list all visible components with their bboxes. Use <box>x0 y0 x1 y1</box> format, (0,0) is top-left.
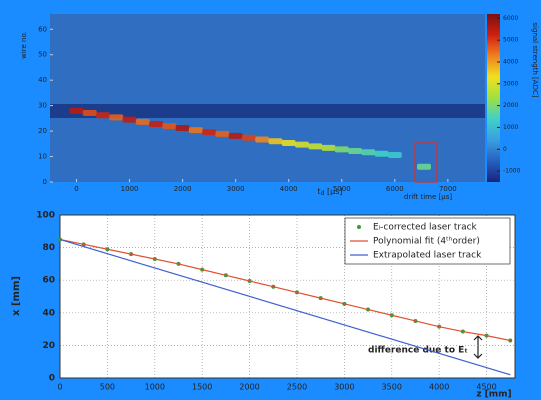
y-tick-label: 60 <box>42 276 55 286</box>
y-tick-label: 30 <box>38 102 47 110</box>
x-tick-label: 3500 <box>382 383 402 392</box>
y-tick-label: 100 <box>36 211 55 221</box>
heatmap-cell <box>348 148 362 154</box>
x-tick-label: 7000 <box>439 185 457 193</box>
y-tick-label: 0 <box>49 374 55 384</box>
page: wire no. td [µs] drift time [µs] signal … <box>0 0 541 400</box>
x-tick-label: 3000 <box>334 383 354 392</box>
x-tick-label: 2000 <box>174 185 192 193</box>
heatmap-cell <box>295 142 309 148</box>
colorbar-tick-label: 2000 <box>503 102 518 109</box>
x-tick-label: 5000 <box>333 185 351 193</box>
heatmap-cell <box>149 121 163 127</box>
x-tick-label: 1500 <box>192 383 212 392</box>
y-tick-label: 60 <box>38 25 47 33</box>
legend-label: Eₗ-corrected laser track <box>373 223 478 233</box>
x-tick-label: 4000 <box>280 185 298 193</box>
heatmap-cell <box>136 119 150 125</box>
heatmap-cell <box>229 133 243 139</box>
colorbar-label: signal strength [ADC] <box>531 22 539 97</box>
x-tick-label: 4500 <box>476 383 496 392</box>
heatmap-cell <box>176 125 190 131</box>
colorbar-tick-label: 3000 <box>503 80 518 87</box>
colorbar-tick-label: 6000 <box>503 15 518 22</box>
x-axis-label: drift time [µs] <box>404 193 452 201</box>
heatmap-cell <box>335 146 349 152</box>
x-tick-label: 1000 <box>121 185 139 193</box>
heatmap-cell <box>189 127 203 133</box>
heatmap-cell <box>388 152 402 158</box>
y-tick-label: 50 <box>38 51 47 59</box>
heatmap-cell <box>282 140 296 146</box>
colorbar-tick-label: 4000 <box>503 59 518 66</box>
heatmap-cell <box>361 149 375 155</box>
heatmap-cell <box>202 129 216 135</box>
heatmap-cell <box>123 117 137 123</box>
heatmap-cell <box>83 110 97 116</box>
y-tick-label: 40 <box>38 76 47 84</box>
heatmap-cell <box>308 143 322 149</box>
legend-label: Polynomial fit (4ᵗʰorder) <box>373 237 480 247</box>
x-tick-label: 2000 <box>239 383 259 392</box>
colorbar-tick-label: 1000 <box>503 124 518 131</box>
heatmap-cell <box>417 164 431 170</box>
heatmap-cell <box>215 131 229 137</box>
y-tick-label: 80 <box>42 243 55 253</box>
heatmap-background <box>50 14 485 182</box>
colorbar-tick-label: 5000 <box>503 37 518 44</box>
x-tick-label: 2500 <box>287 383 307 392</box>
chart: wire no. td [µs] drift time [µs] signal … <box>0 0 541 400</box>
y-axis-label: x [mm] <box>11 276 22 316</box>
x-tick-label: 0 <box>57 383 62 392</box>
x-tick-label: 3000 <box>227 185 245 193</box>
y-tick-label: 0 <box>43 178 47 186</box>
x-tick-label: 1000 <box>145 383 165 392</box>
colorbar <box>487 14 500 182</box>
x-tick-label: 0 <box>74 185 78 193</box>
y-axis-label: wire no. <box>20 31 28 59</box>
heatmap-cell <box>162 123 176 129</box>
heatmap-cell <box>255 136 269 142</box>
legend-swatch <box>357 225 361 229</box>
x-tick-label: 4000 <box>429 383 449 392</box>
heatmap-cell <box>322 145 336 151</box>
y-tick-label: 20 <box>38 127 47 135</box>
heatmap-cell <box>242 135 256 141</box>
legend-label: Extrapolated laser track <box>373 251 482 261</box>
y-tick-label: 40 <box>42 308 55 318</box>
heatmap-cell <box>70 108 84 114</box>
y-tick-label: 10 <box>38 153 47 161</box>
x-tick-label: 500 <box>100 383 115 392</box>
heatmap-cell <box>375 151 389 157</box>
heatmap-cell <box>268 138 282 144</box>
colorbar-tick-label: -1000 <box>503 168 521 175</box>
x-tick-label: 6000 <box>386 185 404 193</box>
y-tick-label: 20 <box>42 341 55 351</box>
heatmap-cell <box>96 112 110 118</box>
colorbar-tick-label: 0 <box>503 146 507 153</box>
heatmap-cell <box>109 114 123 120</box>
